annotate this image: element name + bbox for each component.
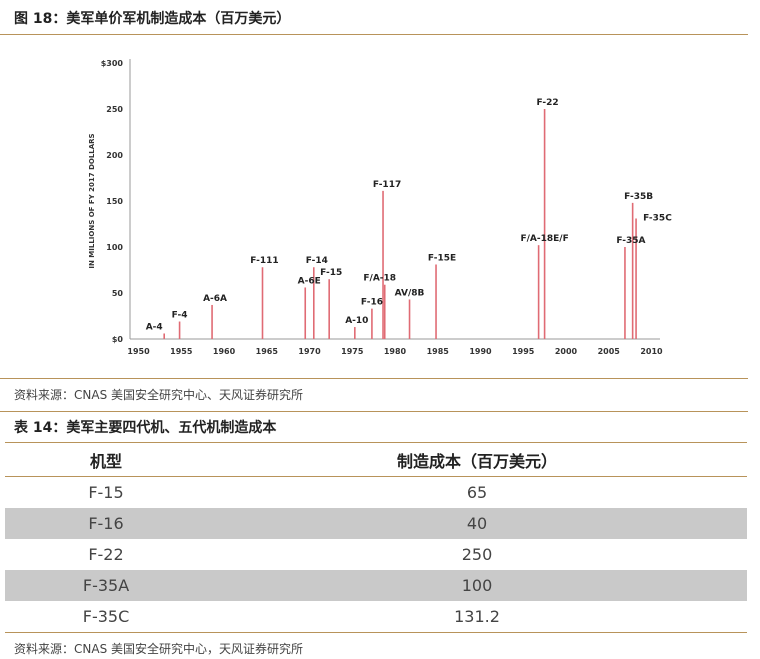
data-label: A-10 xyxy=(345,316,368,326)
title-divider xyxy=(0,34,748,35)
data-label: F-35B xyxy=(624,192,653,202)
data-label: F/A-18 xyxy=(363,274,396,284)
figure-source: 资料来源：CNAS 美国安全研究中心、天风证券研究所 xyxy=(14,388,303,402)
data-label: F-14 xyxy=(306,256,328,266)
x-tick-label: 1975 xyxy=(341,347,364,356)
data-label: AV/8B xyxy=(395,288,425,298)
chart-labels: A-4 F-4 A-6A F-111 A-6E F-14 F-15 A-10 F-16 F-117… xyxy=(146,98,672,332)
y-tick-label: 50 xyxy=(112,289,124,298)
x-tick-label: 1960 xyxy=(213,347,236,356)
cell-cost: 131.2 xyxy=(207,601,747,633)
table-row: F-16 40 xyxy=(5,508,747,539)
cell-cost: 40 xyxy=(207,508,747,539)
x-tick-label: 1980 xyxy=(384,347,407,356)
aircraft-cost-chart: $0 50 100 150 200 250 $300 1950 1955 1960 1965 1970… xyxy=(88,59,672,356)
header-cost: 制造成本（百万美元） xyxy=(207,442,747,477)
data-label: A-6A xyxy=(203,294,227,304)
x-tick-label: 1985 xyxy=(427,347,450,356)
table-source: 资料来源：CNAS 美国安全研究中心，天风证券研究所 xyxy=(14,642,303,656)
data-label: F-22 xyxy=(537,98,559,108)
data-label: A-6E xyxy=(298,276,321,286)
cost-table: 机型 制造成本（百万美元） F-15 65 F-16 40 F-22 250 F… xyxy=(5,442,747,633)
cell-cost: 65 xyxy=(466,483,488,502)
table-row: F-15 65 xyxy=(5,477,747,509)
y-tick-label: 150 xyxy=(106,197,123,206)
chart-axes: $0 50 100 150 200 250 $300 1950 1955 1960 1965 1970… xyxy=(88,59,663,356)
table-row: F-22 250 xyxy=(5,539,747,570)
chart-bars xyxy=(163,109,637,339)
cell-aircraft: F-16 xyxy=(5,508,207,539)
data-label: A-4 xyxy=(146,322,163,332)
y-tick-label: $0 xyxy=(112,335,124,344)
chart-bottom-divider xyxy=(0,378,748,379)
data-label: F-15E xyxy=(428,253,456,263)
x-tick-label: 1965 xyxy=(256,347,279,356)
cell-aircraft: F-35C xyxy=(5,601,207,633)
table-row: F-35C 131.2 xyxy=(5,601,747,633)
data-label: F-117 xyxy=(373,180,401,190)
cell-aircraft: F-22 xyxy=(88,545,124,564)
x-tick-label: 1995 xyxy=(512,347,535,356)
data-label: F-4 xyxy=(172,311,188,321)
table-row: F-35A 100 xyxy=(5,570,747,601)
table-top-divider xyxy=(0,411,748,412)
y-tick-label: 200 xyxy=(106,151,123,160)
x-tick-label: 2000 xyxy=(555,347,578,356)
data-label: F-16 xyxy=(361,298,383,308)
data-label: F-15 xyxy=(320,268,342,278)
cell-aircraft: F-15 xyxy=(88,483,124,502)
y-axis-label: IN MILLIONS OF FY 2017 DOLLARS xyxy=(88,133,96,268)
data-label: F/A-18E/F xyxy=(520,234,568,244)
data-label: F-35C xyxy=(643,213,672,223)
header-aircraft: 机型 xyxy=(5,442,207,477)
x-tick-label: 1970 xyxy=(298,347,321,356)
cell-cost: 100 xyxy=(207,570,747,601)
x-tick-label: 2005 xyxy=(598,347,621,356)
x-tick-label: 1955 xyxy=(170,347,193,356)
cell-aircraft: F-35A xyxy=(5,570,207,601)
x-tick-label: 1990 xyxy=(469,347,492,356)
table-header-row: 机型 制造成本（百万美元） xyxy=(5,442,747,477)
y-tick-label: 250 xyxy=(106,105,123,114)
y-tick-label: 100 xyxy=(106,243,123,252)
figure-title: 图 18：美军单价军机制造成本（百万美元） xyxy=(14,11,291,27)
cell-cost: 250 xyxy=(461,545,493,564)
data-label: F-111 xyxy=(250,256,278,266)
data-label: F-35A xyxy=(616,236,645,246)
table-title: 表 14：美军主要四代机、五代机制造成本 xyxy=(14,420,277,436)
x-tick-label: 2010 xyxy=(640,347,663,356)
y-tick-label: $300 xyxy=(101,59,124,68)
x-tick-label: 1950 xyxy=(127,347,150,356)
